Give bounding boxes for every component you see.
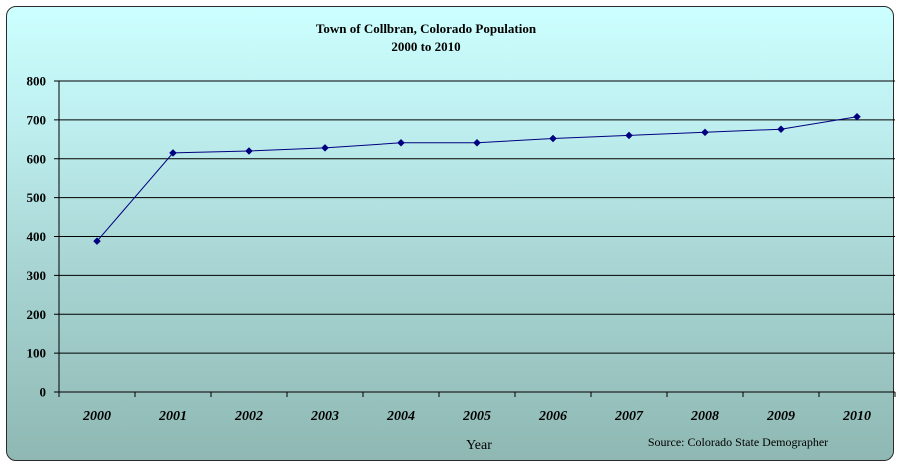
y-tick-label-400: 400 <box>27 229 47 244</box>
data-point-2007 <box>625 131 633 140</box>
data-point-2001 <box>169 149 177 157</box>
series-group <box>93 112 861 246</box>
x-tick-label-2007: 2007 <box>614 409 644 424</box>
x-tick-label-2002: 2002 <box>234 409 263 424</box>
data-point-2010 <box>853 112 861 121</box>
x-axis-label: Year <box>466 438 492 453</box>
data-point-2002 <box>245 147 253 155</box>
grid-lines <box>59 80 895 354</box>
data-point-2005 <box>473 138 481 147</box>
y-tick-label-500: 500 <box>27 190 47 205</box>
chart-frame <box>6 6 894 461</box>
series-line-0 <box>96 116 858 242</box>
x-tick-label-2004: 2004 <box>386 409 415 424</box>
x-tick-label-2009: 2009 <box>766 409 795 424</box>
chart-title-line1: Town of Collbran, Colorado Population <box>316 21 537 36</box>
y-tick-label-300: 300 <box>27 268 47 283</box>
y-tick-label-100: 100 <box>27 346 47 361</box>
data-point-2000 <box>93 237 101 246</box>
axes: 0 100 200 300 400 500 600 700 800 2000 2001 2002 200… <box>27 74 896 424</box>
y-tick-label-800: 800 <box>27 74 47 89</box>
y-tick-label-0: 0 <box>40 385 47 400</box>
x-tick-label-2000: 2000 <box>82 409 111 424</box>
data-point-2009 <box>777 125 785 134</box>
x-tick-label-2001: 2001 <box>158 409 187 424</box>
data-point-2006 <box>549 134 557 143</box>
y-tick-label-700: 700 <box>27 112 47 127</box>
x-tick-label-2010: 2010 <box>842 409 871 424</box>
source-note: Source: Colorado State Demographer <box>648 435 828 449</box>
x-tick-label-2006: 2006 <box>538 409 567 424</box>
y-tick-label-200: 200 <box>27 307 47 322</box>
x-tick-label-2008: 2008 <box>690 409 719 424</box>
data-point-2008 <box>701 128 709 137</box>
y-tick-label-600: 600 <box>27 151 47 166</box>
x-tick-label-2005: 2005 <box>462 409 491 424</box>
chart-title-line2: 2000 to 2010 <box>391 39 460 54</box>
data-point-2003 <box>321 144 329 152</box>
data-point-2004 <box>397 138 405 147</box>
x-tick-label-2003: 2003 <box>310 409 339 424</box>
